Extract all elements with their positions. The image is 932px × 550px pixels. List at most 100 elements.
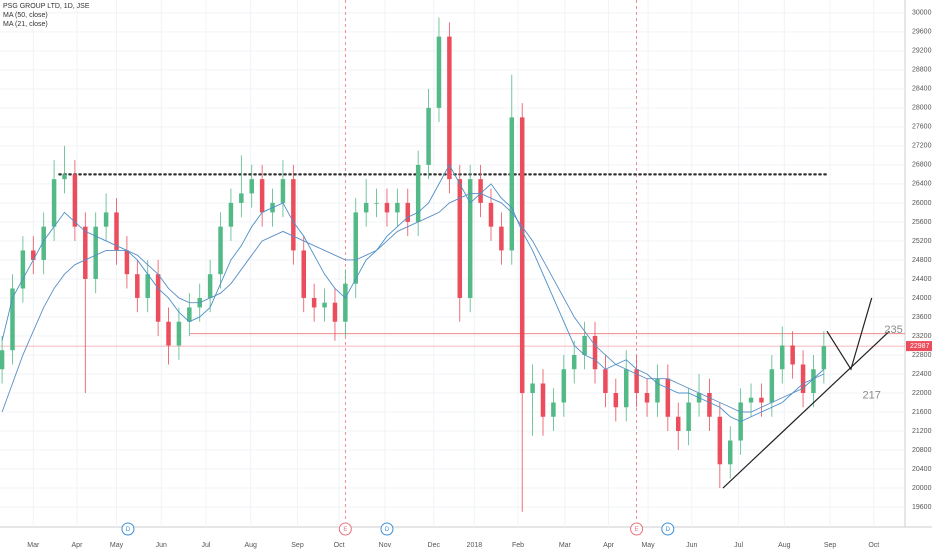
candle-body xyxy=(363,202,369,213)
candle-body xyxy=(519,117,525,393)
event-label: E xyxy=(635,527,639,533)
y-tick-label: 25200 xyxy=(912,238,932,245)
candle-body xyxy=(509,117,515,251)
candle-body xyxy=(551,402,556,417)
candle-body xyxy=(228,202,234,227)
candle-body xyxy=(644,392,650,403)
ma-line xyxy=(1,163,825,422)
candle-body xyxy=(83,226,88,279)
y-tick-label: 21600 xyxy=(912,409,932,416)
candle-body xyxy=(707,392,712,417)
event-marker xyxy=(630,522,644,536)
x-tick-label: Mar xyxy=(559,542,572,549)
candle-body xyxy=(405,202,411,222)
candle-body xyxy=(0,350,5,370)
candle-body xyxy=(239,193,244,203)
y-tick-label: 22400 xyxy=(912,371,932,378)
candle-body xyxy=(322,302,327,308)
candle-body xyxy=(249,179,254,194)
candle-body xyxy=(499,226,504,251)
candle-body xyxy=(332,302,338,322)
x-tick-label: Mar xyxy=(27,542,40,549)
candle-body xyxy=(613,392,619,408)
candle-body xyxy=(259,179,265,213)
x-tick-label: Feb xyxy=(512,542,524,549)
candle-body xyxy=(343,283,348,322)
x-tick-label: Jul xyxy=(734,542,743,549)
y-tick-label: 30000 xyxy=(912,10,932,17)
candle-body xyxy=(447,36,452,180)
event-marker xyxy=(338,522,352,536)
candle-body xyxy=(301,250,306,298)
candle-body xyxy=(811,369,816,393)
x-tick-label: Jun xyxy=(156,542,167,549)
x-tick-label: Aug xyxy=(778,542,791,549)
candle-body xyxy=(103,212,109,227)
y-tick-label: 26000 xyxy=(912,200,932,207)
candle-body xyxy=(717,416,723,465)
candle-body xyxy=(415,164,421,222)
y-tick-label: 20400 xyxy=(912,466,932,473)
y-tick-label: 24000 xyxy=(912,295,932,302)
candle-body xyxy=(374,202,379,204)
legend-entry: MA (21, close) xyxy=(3,21,48,28)
x-tick-label: Apr xyxy=(603,542,615,549)
y-tick-label: 28400 xyxy=(912,86,932,93)
event-label: D xyxy=(666,527,671,533)
event-marker xyxy=(380,522,394,536)
candle-body xyxy=(207,274,213,298)
candle-body xyxy=(155,274,161,322)
candle-body xyxy=(634,369,639,393)
candle-body xyxy=(72,174,78,227)
candle-body xyxy=(686,402,691,432)
candle-body xyxy=(530,383,535,393)
y-tick-label: 19600 xyxy=(912,504,932,511)
candle-body xyxy=(20,250,26,289)
candle-body xyxy=(187,307,192,322)
x-tick-label: May xyxy=(110,542,124,549)
price-label: 22987 xyxy=(910,343,930,350)
candle-body xyxy=(124,250,130,275)
candle-body xyxy=(457,179,463,298)
y-tick-label: 21200 xyxy=(912,428,932,435)
candle-body xyxy=(41,226,46,260)
ma-line xyxy=(1,192,825,413)
y-tick-label: 23200 xyxy=(912,333,932,340)
event-label: D xyxy=(126,527,131,533)
candle-body xyxy=(176,321,182,346)
y-tick-label: 25600 xyxy=(912,219,932,226)
candle-body xyxy=(280,179,286,203)
candle-body xyxy=(384,202,390,213)
candle-body xyxy=(769,369,775,403)
x-tick-label: 2018 xyxy=(467,542,483,549)
event-label: D xyxy=(385,527,390,533)
y-tick-label: 28000 xyxy=(912,105,932,112)
y-tick-label: 27200 xyxy=(912,143,932,150)
y-tick-label: 20000 xyxy=(912,485,932,492)
x-tick-label: Oct xyxy=(868,542,879,549)
candle-body xyxy=(800,364,806,393)
candle-body xyxy=(790,345,795,365)
candle-body xyxy=(603,369,608,393)
y-tick-label: 24800 xyxy=(912,257,932,264)
trendline xyxy=(722,330,890,489)
candle-body xyxy=(62,174,67,180)
y-tick-label: 29200 xyxy=(912,48,932,55)
candle-body xyxy=(353,212,359,284)
y-tick-label: 22000 xyxy=(912,390,932,397)
y-tick-label: 22800 xyxy=(912,352,932,359)
y-tick-label: 28800 xyxy=(912,67,932,74)
candle-body xyxy=(31,250,36,260)
x-tick-label: Sep xyxy=(824,542,837,549)
candle-body xyxy=(478,179,483,203)
projection-path xyxy=(826,297,873,371)
chart-title: PSG GROUP LTD, 1D, JSE xyxy=(3,3,90,10)
candle-body xyxy=(780,345,785,370)
candle-body xyxy=(748,397,754,403)
y-tick-label: 26800 xyxy=(912,162,932,169)
annotation: 217 xyxy=(863,389,881,401)
candle-body xyxy=(311,297,317,308)
y-tick-label: 20800 xyxy=(912,447,932,454)
event-marker xyxy=(661,522,675,536)
